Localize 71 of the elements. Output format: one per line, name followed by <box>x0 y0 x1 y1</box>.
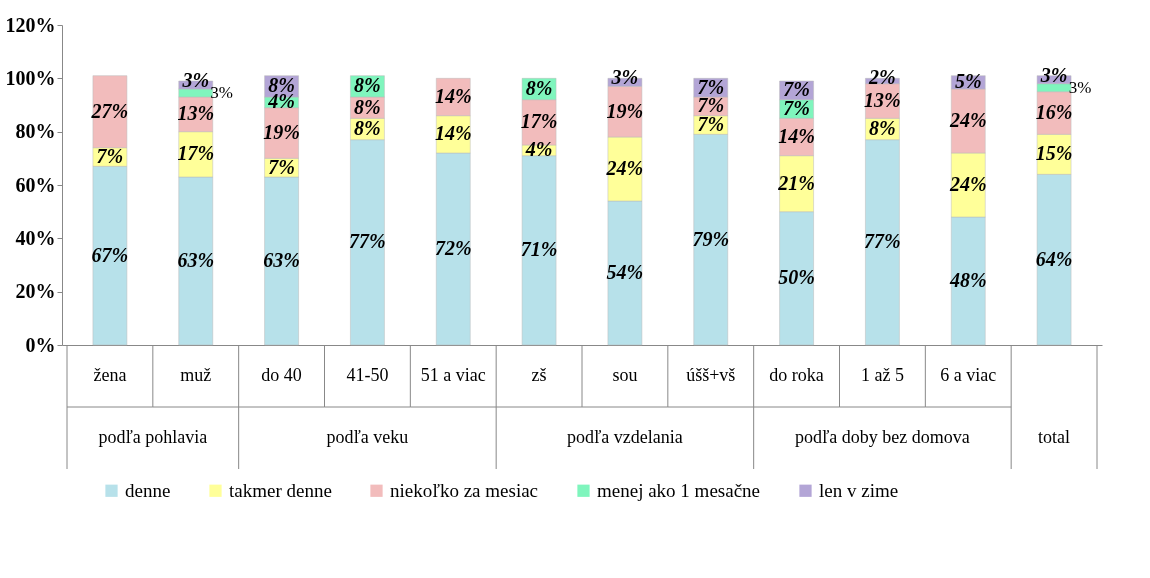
data-label: 72% <box>434 237 472 259</box>
legend-label: takmer denne <box>229 479 332 501</box>
data-label: 77% <box>349 230 386 253</box>
y-tick-label: 40% <box>15 226 56 249</box>
x-tick-label: žena <box>93 365 127 385</box>
y-tick-label: 120% <box>5 13 56 36</box>
data-label: 7% <box>96 145 124 167</box>
y-tick-label: 60% <box>15 173 56 196</box>
data-label: 2% <box>868 66 896 89</box>
data-label: 77% <box>864 230 901 253</box>
x-tick-label: 51 a viac <box>420 365 486 385</box>
data-label: 3% <box>181 69 210 91</box>
data-label: 24% <box>948 109 987 131</box>
data-label: 71% <box>520 238 558 261</box>
data-label: 3% <box>1039 63 1068 86</box>
x-tick-label: 1 až 5 <box>860 365 904 385</box>
data-label: 5% <box>954 70 982 93</box>
data-label: 8% <box>354 74 381 97</box>
data-label: 19% <box>606 99 644 122</box>
data-label: 13% <box>864 89 901 111</box>
data-label: 21% <box>777 171 815 194</box>
y-tick-label: 20% <box>15 280 56 303</box>
data-label: 15% <box>1035 142 1073 165</box>
x-tick-label: úšš+vš <box>686 365 736 385</box>
text: podľa pohlavia <box>98 427 208 447</box>
data-label: 8% <box>869 117 896 139</box>
data-label: 14% <box>434 122 472 145</box>
text: podľa vzdelania <box>567 427 683 447</box>
data-label: 63% <box>177 249 215 271</box>
y-tick-label: 80% <box>15 120 56 143</box>
text: total <box>1038 427 1071 447</box>
data-label: 3% <box>610 66 639 89</box>
data-label: 63% <box>263 249 300 271</box>
data-label: 16% <box>1035 101 1073 123</box>
data-label: 27% <box>90 99 129 122</box>
text: podľa doby bez domova <box>795 427 970 447</box>
data-label: 24% <box>605 157 644 179</box>
data-label: 17% <box>520 110 558 133</box>
data-label: 13% <box>177 102 215 125</box>
data-label: 8% <box>354 117 381 139</box>
data-label: 48% <box>948 269 987 291</box>
data-label: 64% <box>1035 247 1073 270</box>
data-label: 24% <box>948 173 987 195</box>
x-tick-label: do 40 <box>261 365 302 385</box>
x-tick-label: sou <box>612 365 638 385</box>
x-tick-label: 6 a viac <box>940 365 997 385</box>
data-label: 19% <box>263 121 300 143</box>
x-tick-label: muž <box>180 365 212 385</box>
x-tick-label: zš <box>531 365 547 385</box>
legend-label: len v zime <box>819 479 899 501</box>
data-label: 14% <box>778 125 815 147</box>
legend-label: niekoľko za mesiac <box>390 479 539 501</box>
data-label: 67% <box>91 243 129 266</box>
data-label: 7% <box>268 155 295 178</box>
data-label: 17% <box>177 142 215 165</box>
data-label: 3% <box>1068 77 1092 97</box>
x-tick-label: do roka <box>769 365 824 385</box>
data-label: 8% <box>354 95 381 118</box>
data-label: 4% <box>524 138 553 161</box>
y-tick-label: 0% <box>25 333 56 356</box>
data-label: 14% <box>434 85 472 107</box>
data-label: 79% <box>692 227 730 250</box>
data-label: 50% <box>778 266 815 289</box>
legend-label: denne <box>125 479 171 501</box>
x-tick-label: 41-50 <box>346 365 389 385</box>
text: podľa veku <box>326 427 409 447</box>
data-label: 8% <box>525 77 553 99</box>
data-label: 3% <box>210 83 234 102</box>
y-tick-label: 100% <box>5 66 56 89</box>
legend-label: menej ako 1 mesačne <box>597 479 761 501</box>
data-label: 54% <box>606 261 644 283</box>
